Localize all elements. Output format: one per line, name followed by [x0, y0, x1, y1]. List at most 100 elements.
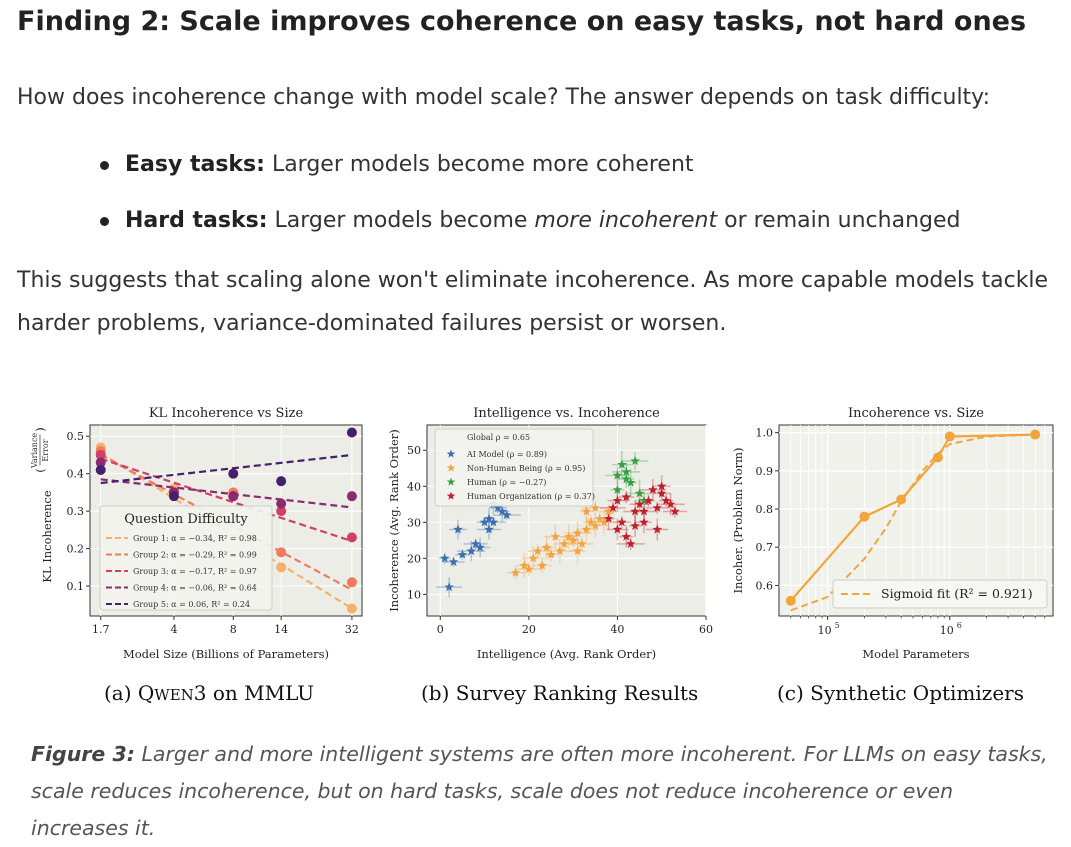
legend-item: Group 4: α = −0.06, R² = 0.64 [133, 584, 257, 593]
data-point [612, 484, 623, 494]
y-axis-label-numerator: Variance [30, 433, 39, 470]
bullet-text: Larger models become [267, 208, 535, 233]
data-point [537, 560, 547, 570]
x-tick-label: 1.7 [92, 623, 110, 636]
y-axis-label: Incoher. (Problem Norm) [731, 448, 745, 594]
data-point [785, 595, 796, 606]
data-point [1030, 429, 1041, 440]
data-point [519, 560, 530, 570]
x-tick-label: 20 [522, 623, 536, 636]
y-tick-label: 0.2 [67, 543, 85, 556]
fit-line [100, 453, 353, 591]
y-axis-label-main: KL Incoherence [40, 490, 54, 583]
conclusion-paragraph: This suggests that scaling alone won't e… [17, 268, 1049, 336]
data-point [630, 506, 640, 516]
data-point [493, 502, 503, 512]
fit-line [100, 457, 353, 543]
y-tick-label: 0.5 [67, 430, 85, 443]
fit-line [100, 453, 353, 485]
y-tick-label: 20 [407, 552, 421, 565]
data-point [608, 502, 618, 512]
paren-close: ) [33, 427, 47, 432]
data-point [634, 488, 645, 498]
bullet-label: Hard tasks: [125, 208, 268, 233]
legend-item: Human Organization (ρ = 0.37) [467, 492, 595, 501]
figure-caption-label: Figure 3: [31, 742, 135, 766]
legend-item: Group 1: α = −0.34, R² = 0.98 [133, 534, 257, 543]
data-point [276, 506, 287, 517]
data-point [440, 553, 450, 563]
page-heading: Finding 2: Scale improves coherence on e… [17, 6, 1027, 37]
data-point [572, 546, 583, 556]
data-point [590, 520, 600, 530]
fit-line [100, 478, 353, 509]
bullet-list: Easy tasks: Larger models become more co… [0, 142, 960, 254]
data-point [568, 535, 578, 545]
observed-line [789, 433, 1036, 602]
chart-title: Incoherence vs. Size [848, 406, 984, 421]
data-point [932, 452, 943, 463]
legend-item: Group 5: α = 0.06, R² = 0.24 [133, 600, 250, 609]
data-point [661, 495, 671, 505]
data-point [95, 449, 106, 460]
data-point [652, 502, 662, 512]
data-point [524, 564, 534, 574]
data-point [590, 502, 600, 512]
y-tick-label: 40 [407, 480, 421, 493]
y-tick-label: 0.6 [756, 579, 774, 592]
data-point [612, 524, 623, 534]
data-point [595, 513, 605, 523]
chart-kl-incoherence: 0.1 0.2 0.3 0.4 0.5 1.7 4 8 14 32 Question Difficu… [30, 406, 363, 661]
list-item: Hard tasks: Larger models become more in… [0, 198, 960, 254]
data-point [670, 506, 680, 516]
data-point [630, 520, 640, 530]
panel-caption-b: (b) Survey Ranking Results [421, 681, 699, 705]
x-tick-label: 10 [818, 624, 832, 637]
data-point [586, 517, 596, 527]
data-point [564, 531, 574, 541]
x-tick-label: 32 [345, 623, 359, 636]
legend-swatch [446, 491, 456, 500]
data-point [859, 511, 870, 522]
legend-item: AI Model (ρ = 0.89) [466, 450, 547, 459]
chart-intelligence-incoherence: 10 20 30 40 50 0 20 40 60 Global ρ = 0.65 AI Model… [387, 406, 713, 661]
x-tick-label: 40 [610, 623, 624, 636]
data-point [475, 542, 485, 552]
y-tick-label: 0.8 [756, 503, 774, 516]
data-point [448, 556, 459, 566]
data-point [471, 538, 481, 548]
panel-caption-a-suffix: 3 on MMLU [193, 681, 315, 705]
data-point [346, 532, 357, 543]
data-point [603, 506, 614, 516]
data-point [346, 427, 357, 438]
y-tick-label: 0.4 [67, 468, 85, 481]
data-point [643, 495, 654, 505]
x-tick-label: 10 [940, 624, 954, 637]
legend-item: Non-Human Being (ρ = 0.95) [467, 464, 585, 473]
bullet-text-tail: or remain unchanged [717, 208, 961, 233]
chart-title: Intelligence vs. Incoherence [473, 406, 660, 421]
y-axis-label: KL Incoherence Variance Error () [30, 427, 54, 582]
data-point [533, 546, 543, 556]
data-point [639, 506, 649, 516]
paren-open: ( [33, 468, 47, 473]
data-point [581, 506, 592, 516]
data-point [612, 495, 623, 505]
x-tick-label: 8 [230, 623, 237, 636]
data-point [546, 549, 556, 559]
x-tick-label: 0 [437, 623, 444, 636]
y-tick-label: 30 [407, 516, 421, 529]
figure-3: 0.1 0.2 0.3 0.4 0.5 1.7 4 8 14 32 Question Difficu… [0, 398, 1071, 718]
data-point [559, 538, 569, 548]
data-point [555, 546, 565, 556]
data-point [528, 553, 538, 563]
data-point [617, 517, 627, 527]
data-point [621, 466, 631, 476]
data-point [648, 484, 658, 494]
x-tick-exponent: 6 [957, 621, 962, 630]
x-tick-exponent: 5 [835, 621, 840, 630]
data-point [657, 488, 667, 498]
data-point [95, 464, 106, 475]
data-point [228, 468, 239, 479]
data-point [276, 562, 287, 573]
